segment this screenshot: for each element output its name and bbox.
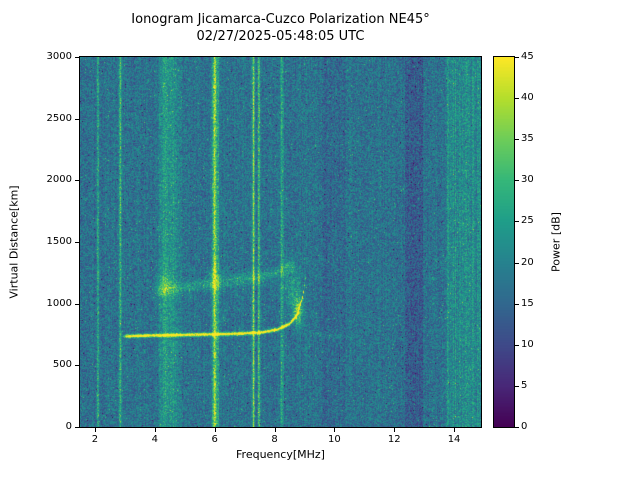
y-tick-label: 2000 <box>46 174 72 186</box>
colorbar-tick-label: 30 <box>521 174 534 186</box>
x-tick-mark <box>274 428 276 432</box>
colorbar-tick-label: 10 <box>521 338 534 350</box>
colorbar-tick-label: 0 <box>521 421 528 432</box>
colorbar-tick-label: 40 <box>521 92 534 104</box>
colorbar-tick-label: 35 <box>521 133 534 145</box>
y-tick-label: 500 <box>52 359 72 371</box>
x-tick-mark <box>334 428 336 432</box>
colorbar-tick-mark <box>515 385 519 387</box>
colorbar-tick-mark <box>515 221 519 223</box>
colorbar-gradient <box>494 57 514 427</box>
figure-title-line2: 02/27/2025-05:48:05 UTC <box>196 29 365 44</box>
x-tick-mark <box>454 428 456 432</box>
y-tick-label: 2500 <box>46 112 72 124</box>
y-tick-label: 0 <box>65 421 72 432</box>
colorbar-tick-label: 20 <box>521 256 534 268</box>
x-axis-label: Frequency[MHz] <box>236 448 325 461</box>
colorbar-tick-mark <box>515 98 519 100</box>
colorbar-tick-mark <box>515 303 519 305</box>
plot-frame <box>79 56 482 428</box>
colorbar-tick-mark <box>515 427 519 428</box>
x-tick-mark <box>394 428 396 432</box>
x-tick-label: 4 <box>151 434 158 445</box>
figure-title: Ionogram Jicamarca-Cuzco Polarization NE… <box>80 11 481 45</box>
y-tick-label: 1000 <box>46 297 72 309</box>
colorbar-tick-label: 45 <box>521 51 534 62</box>
y-tick-label: 3000 <box>46 51 72 62</box>
y-axis-label: Virtual Distance[km] <box>7 185 21 299</box>
x-tick-mark <box>214 428 216 432</box>
x-tick-label: 12 <box>387 434 401 445</box>
colorbar-tick-mark <box>515 180 519 182</box>
x-tick-label: 8 <box>271 434 278 445</box>
x-tick-label: 14 <box>447 434 461 445</box>
colorbar-tick-label: 15 <box>521 297 534 309</box>
x-tick-mark <box>94 428 96 432</box>
x-tick-label: 10 <box>327 434 341 445</box>
colorbar-tick-mark <box>515 344 519 346</box>
ionogram-heatmap <box>80 57 481 427</box>
colorbar-tick-label: 25 <box>521 215 534 227</box>
colorbar-tick-label: 5 <box>521 379 528 391</box>
colorbar <box>493 56 515 428</box>
colorbar-tick-mark <box>515 139 519 141</box>
colorbar-tick-mark <box>515 57 519 58</box>
colorbar-tick-mark <box>515 262 519 264</box>
x-tick-label: 2 <box>91 434 99 445</box>
x-tick-label: 6 <box>211 434 218 445</box>
y-tick-label: 1500 <box>46 236 72 247</box>
figure-title-line1: Ionogram Jicamarca-Cuzco Polarization NE… <box>131 12 430 27</box>
colorbar-label: Power [dB] <box>549 212 563 272</box>
x-tick-mark <box>154 428 156 432</box>
